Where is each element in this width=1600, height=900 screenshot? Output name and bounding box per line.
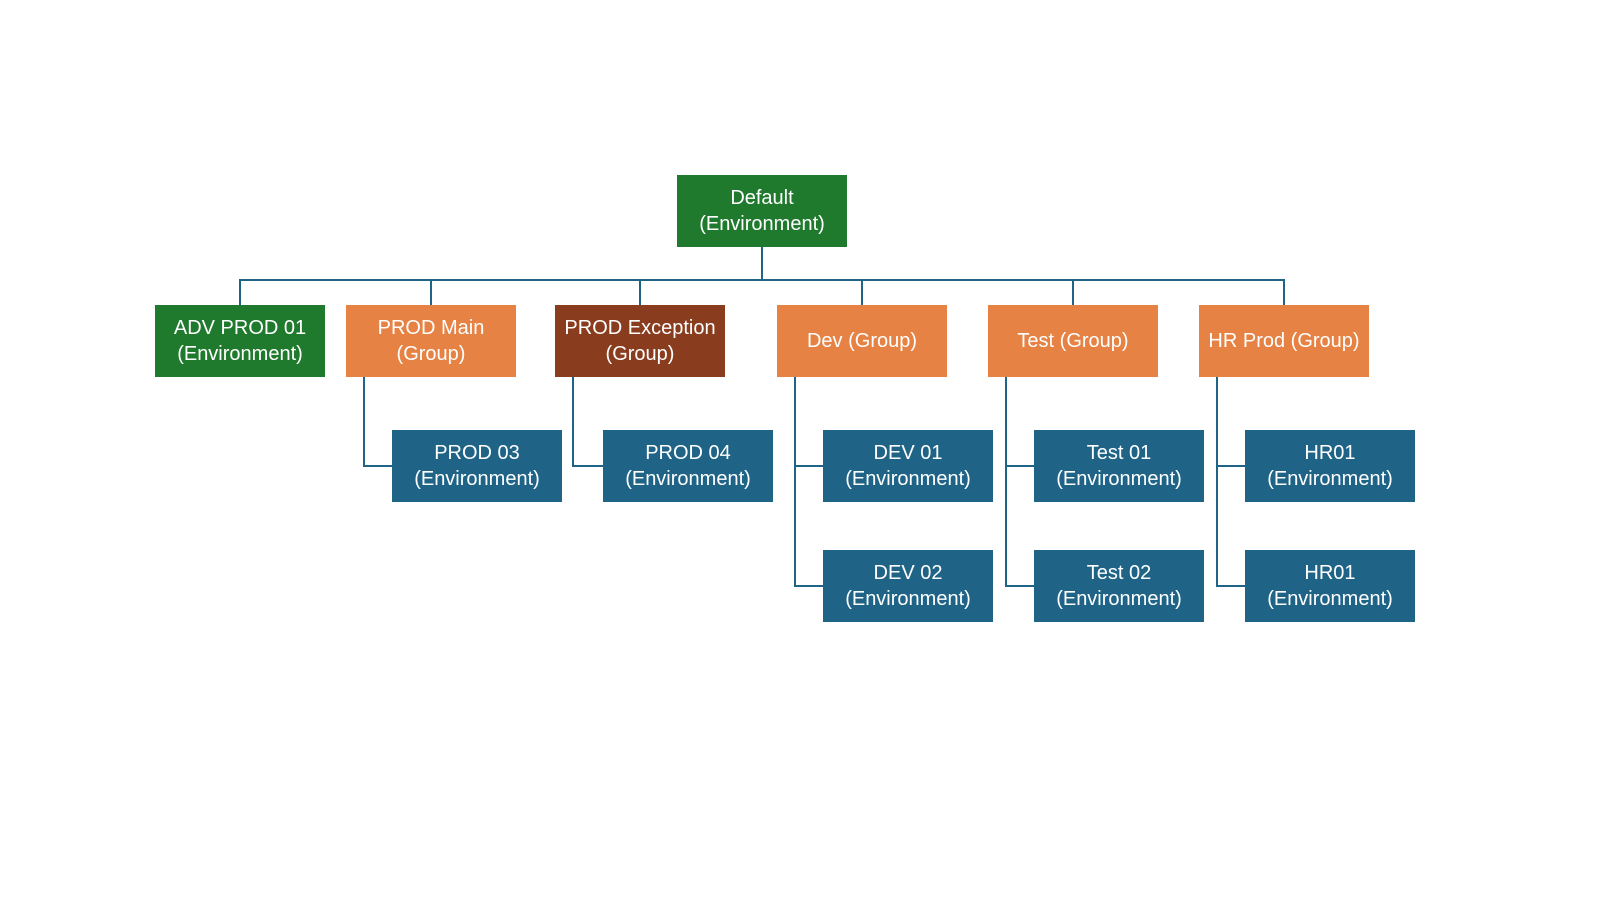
node-prod-04: PROD 04 (Environment) <box>603 430 773 502</box>
node-dev-02: DEV 02 (Environment) <box>823 550 993 622</box>
node-hr01-a-line2: (Environment) <box>1267 466 1393 492</box>
node-test: Test (Group) <box>988 305 1158 377</box>
node-test-02: Test 02 (Environment) <box>1034 550 1204 622</box>
node-adv-prod-01-line2: (Environment) <box>177 341 303 367</box>
node-dev-02-line1: DEV 02 <box>874 560 943 586</box>
node-hr-prod: HR Prod (Group) <box>1199 305 1369 377</box>
node-prod-03-line2: (Environment) <box>414 466 540 492</box>
node-root-line2: (Environment) <box>699 211 825 237</box>
node-dev-line1: Dev (Group) <box>807 328 917 354</box>
node-prod-03-line1: PROD 03 <box>434 440 520 466</box>
node-prod-04-line1: PROD 04 <box>645 440 731 466</box>
node-prod-exception-line1: PROD Exception <box>564 315 715 341</box>
node-hr-prod-line1: HR Prod (Group) <box>1208 328 1359 354</box>
node-adv-prod-01: ADV PROD 01 (Environment) <box>155 305 325 377</box>
node-test-01-line2: (Environment) <box>1056 466 1182 492</box>
node-prod-03: PROD 03 (Environment) <box>392 430 562 502</box>
node-root: Default (Environment) <box>677 175 847 247</box>
node-hr01-b-line2: (Environment) <box>1267 586 1393 612</box>
node-hr01-a-line1: HR01 <box>1304 440 1355 466</box>
node-dev-02-line2: (Environment) <box>845 586 971 612</box>
node-adv-prod-01-line1: ADV PROD 01 <box>174 315 306 341</box>
node-dev-01-line2: (Environment) <box>845 466 971 492</box>
node-dev: Dev (Group) <box>777 305 947 377</box>
node-test-line1: Test (Group) <box>1017 328 1128 354</box>
node-prod-04-line2: (Environment) <box>625 466 751 492</box>
node-dev-01: DEV 01 (Environment) <box>823 430 993 502</box>
node-dev-01-line1: DEV 01 <box>874 440 943 466</box>
node-test-01-line1: Test 01 <box>1087 440 1151 466</box>
node-hr01-b: HR01 (Environment) <box>1245 550 1415 622</box>
node-prod-exception-line2: (Group) <box>606 341 675 367</box>
node-prod-exception: PROD Exception (Group) <box>555 305 725 377</box>
node-hr01-a: HR01 (Environment) <box>1245 430 1415 502</box>
node-test-02-line1: Test 02 <box>1087 560 1151 586</box>
node-prod-main-line1: PROD Main <box>378 315 485 341</box>
node-prod-main-line2: (Group) <box>397 341 466 367</box>
node-test-02-line2: (Environment) <box>1056 586 1182 612</box>
node-test-01: Test 01 (Environment) <box>1034 430 1204 502</box>
node-hr01-b-line1: HR01 <box>1304 560 1355 586</box>
node-prod-main: PROD Main (Group) <box>346 305 516 377</box>
node-root-line1: Default <box>730 185 793 211</box>
